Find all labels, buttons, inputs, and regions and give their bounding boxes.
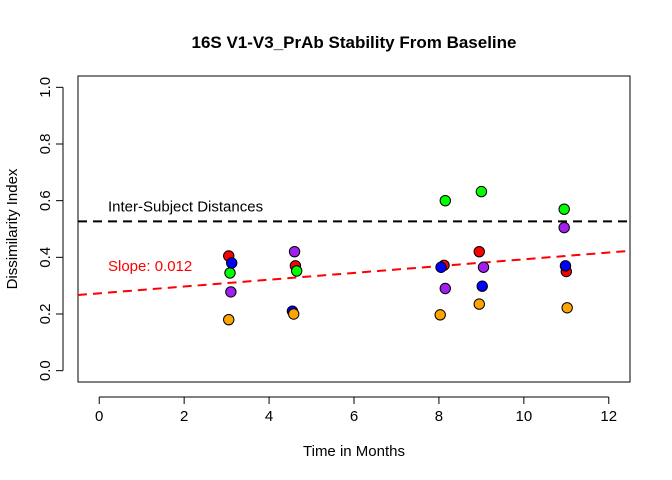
y-axis: 0.0 0.2 0.4 0.6 0.8 1.0 (37, 77, 64, 381)
x-tick-label: 4 (265, 408, 273, 425)
data-point (473, 298, 485, 310)
trend-line-label: Slope: 0.012 (108, 258, 192, 275)
data-point (288, 308, 300, 320)
x-tick-label: 12 (600, 408, 617, 425)
data-point (561, 302, 573, 314)
reference-line-label: Inter-Subject Distances (108, 198, 263, 215)
trend-line (77, 249, 631, 297)
x-axis: 0 2 4 6 8 10 12 (95, 396, 617, 425)
data-point (225, 286, 237, 298)
y-axis-label: Dissimilarity Index (4, 168, 21, 289)
data-point (434, 309, 446, 321)
points-layer (223, 185, 573, 326)
data-point (559, 260, 572, 272)
data-point (290, 265, 303, 277)
data-point (477, 261, 490, 273)
data-point (224, 267, 236, 279)
lines-layer (77, 220, 631, 297)
data-point (439, 282, 451, 295)
data-point (435, 261, 447, 273)
y-tick-label: 1.0 (37, 77, 54, 98)
chart-title: 16S V1-V3_PrAb Stability From Baseline (191, 33, 516, 52)
data-point (288, 245, 301, 258)
x-tick-label: 8 (435, 408, 443, 425)
x-axis-label: Time in Months (303, 443, 405, 460)
data-point (475, 185, 488, 198)
x-tick-label: 2 (180, 408, 188, 425)
y-tick-label: 0.4 (37, 247, 54, 268)
y-tick-label: 0.8 (37, 134, 54, 155)
y-tick-label: 0.6 (37, 190, 54, 211)
data-point (223, 313, 235, 326)
x-tick-label: 0 (95, 408, 103, 425)
x-tick-label: 10 (516, 408, 533, 425)
data-point (558, 203, 570, 215)
y-tick-label: 0.0 (37, 360, 54, 381)
y-tick-label: 0.2 (37, 304, 54, 325)
data-point (473, 245, 485, 258)
data-point (476, 280, 488, 292)
data-point (558, 221, 570, 234)
x-tick-label: 6 (350, 408, 358, 425)
plot-frame (77, 75, 631, 383)
data-point (439, 194, 451, 207)
data-point (226, 257, 238, 269)
